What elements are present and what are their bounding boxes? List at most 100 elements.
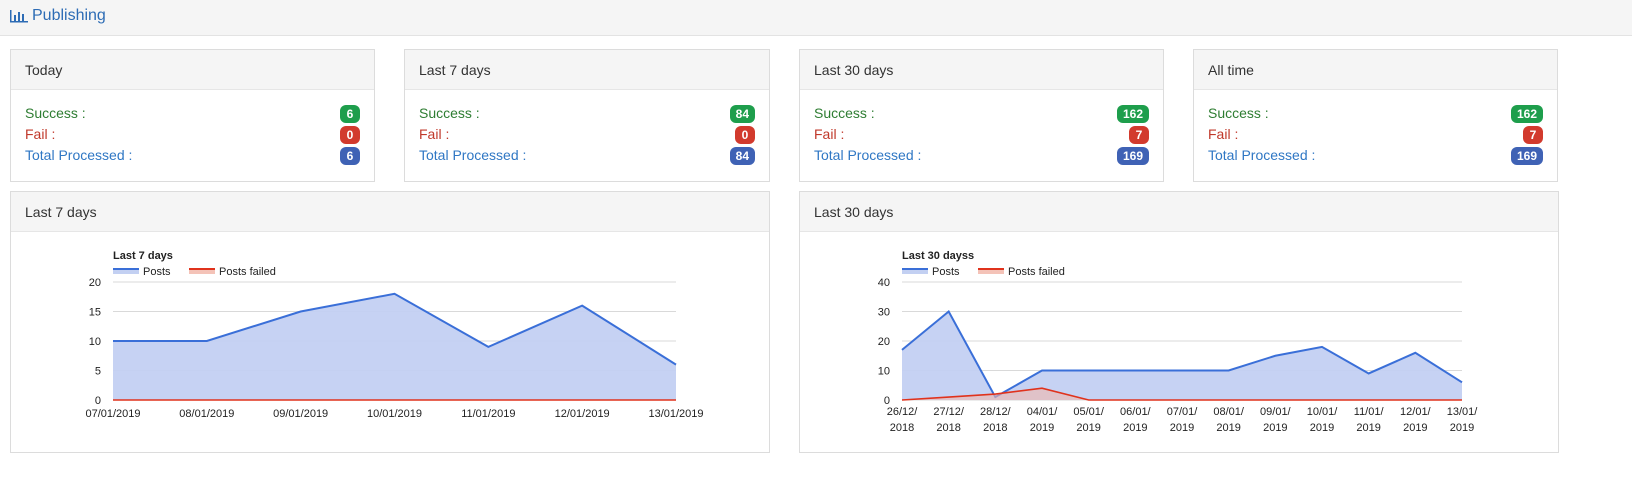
- legend-swatch-line: [902, 268, 928, 270]
- y-tick-label: 0: [95, 395, 101, 407]
- x-tick-label-year: 2019: [1403, 422, 1427, 434]
- fail-label: Fail :: [814, 126, 845, 142]
- chart-panel-last-7-days: Last 7 days Last 7 days Posts Posts failed…: [10, 191, 770, 453]
- x-tick-label-year: 2019: [1030, 422, 1054, 434]
- posts-area: [902, 311, 1462, 400]
- fail-badge: 0: [735, 126, 755, 144]
- total-label: Total Processed :: [814, 147, 922, 163]
- bar-chart-icon: [10, 10, 28, 23]
- fail-row: Fail : 7: [1208, 126, 1543, 144]
- posts-area: [113, 293, 676, 400]
- x-tick-label: 28/12/: [980, 406, 1012, 418]
- success-row: Success : 84: [419, 105, 755, 123]
- card-title: All time: [1194, 50, 1557, 90]
- y-tick-label: 20: [89, 277, 101, 289]
- page-title: Publishing: [32, 7, 106, 24]
- legend-swatch-line: [978, 268, 1004, 270]
- total-badge: 6: [340, 147, 360, 165]
- total-badge: 169: [1510, 147, 1543, 165]
- posts-chart-7-days: Last 7 days Posts Posts failed 0 5 10 15 20 07/0…: [85, 250, 703, 420]
- legend-swatch-line: [113, 268, 139, 270]
- y-tick-label: 0: [884, 395, 890, 407]
- total-row: Total Processed : 169: [1208, 147, 1543, 165]
- y-tick-label: 40: [878, 277, 890, 289]
- x-tick-label: 27/12/: [933, 406, 965, 418]
- total-row: Total Processed : 84: [419, 147, 755, 165]
- success-row: Success : 162: [1208, 105, 1543, 123]
- x-tick-label: 09/01/: [1260, 406, 1292, 418]
- stat-card-all-time: All time Success : 162 Fail : 7 Total Pr…: [1193, 49, 1558, 182]
- total-row: Total Processed : 169: [814, 147, 1149, 165]
- legend-label: Posts failed: [219, 266, 276, 278]
- success-badge: 84: [729, 105, 755, 123]
- total-label: Total Processed :: [1208, 147, 1316, 163]
- fail-label: Fail :: [1208, 126, 1239, 142]
- total-badge: 84: [729, 147, 755, 165]
- x-tick-label: 06/01/: [1120, 406, 1152, 418]
- y-tick-label: 10: [89, 336, 101, 348]
- x-tick-label: 10/01/2019: [367, 408, 422, 420]
- x-tick-label-year: 2019: [1263, 422, 1287, 434]
- fail-badge: 7: [1129, 126, 1149, 144]
- chart-title: Last 30 dayss: [902, 250, 974, 262]
- x-tick-label-year: 2018: [983, 422, 1007, 434]
- fail-row: Fail : 7: [814, 126, 1149, 144]
- x-tick-label: 04/01/: [1027, 406, 1059, 418]
- success-badge: 162: [1116, 105, 1149, 123]
- chart-panel-title: Last 7 days: [11, 192, 769, 232]
- posts-chart-30-days: Last 30 dayss Posts Posts failed 0 10 20 30 40 2…: [878, 250, 1479, 434]
- legend-swatch: [902, 269, 928, 274]
- chart-panel-last-30-days: Last 30 days Last 30 dayss Posts Posts fai…: [799, 191, 1559, 453]
- card-title: Last 7 days: [405, 50, 769, 90]
- y-tick-label: 5: [95, 366, 101, 378]
- x-tick-label-year: 2018: [936, 422, 960, 434]
- x-tick-label: 08/01/: [1213, 406, 1245, 418]
- x-tick-label: 08/01/2019: [179, 408, 234, 420]
- total-row: Total Processed : 6: [25, 147, 360, 165]
- x-tick-label-year: 2019: [1123, 422, 1147, 434]
- card-title: Today: [11, 50, 374, 90]
- top-bar: Publishing: [0, 0, 1632, 36]
- x-tick-label: 12/01/: [1400, 406, 1432, 418]
- y-tick-label: 30: [878, 307, 890, 319]
- x-tick-label-year: 2019: [1310, 422, 1334, 434]
- success-label: Success :: [814, 105, 875, 121]
- x-tick-label: 07/01/: [1167, 406, 1199, 418]
- x-tick-label-year: 2019: [1450, 422, 1474, 434]
- success-label: Success :: [25, 105, 86, 121]
- success-label: Success :: [1208, 105, 1269, 121]
- x-tick-label-year: 2019: [1216, 422, 1240, 434]
- legend-swatch-line: [189, 268, 215, 270]
- x-tick-label: 12/01/2019: [555, 408, 610, 420]
- success-badge: 6: [340, 105, 360, 123]
- x-tick-label-year: 2018: [890, 422, 914, 434]
- x-tick-label-year: 2019: [1170, 422, 1194, 434]
- x-tick-label-year: 2019: [1076, 422, 1100, 434]
- success-row: Success : 162: [814, 105, 1149, 123]
- fail-label: Fail :: [419, 126, 450, 142]
- success-row: Success : 6: [25, 105, 360, 123]
- card-title: Last 30 days: [800, 50, 1163, 90]
- x-tick-label-year: 2019: [1356, 422, 1380, 434]
- legend-swatch: [189, 269, 215, 274]
- failed-line: [901, 387, 1462, 401]
- y-tick-label: 10: [878, 366, 890, 378]
- fail-label: Fail :: [25, 126, 56, 142]
- legend-label: Posts failed: [1008, 266, 1065, 278]
- fail-badge: 0: [340, 126, 360, 144]
- legend-swatch: [113, 269, 139, 274]
- posts-line: [113, 292, 677, 366]
- y-tick-label: 20: [878, 336, 890, 348]
- chart-title: Last 7 days: [113, 250, 173, 262]
- x-tick-label: 10/01/: [1307, 406, 1339, 418]
- total-label: Total Processed :: [419, 147, 527, 163]
- fail-badge: 7: [1523, 126, 1543, 144]
- legend-label: Posts: [143, 266, 171, 278]
- x-tick-label: 05/01/: [1073, 406, 1105, 418]
- y-tick-label: 15: [89, 307, 101, 319]
- x-tick-label: 07/01/2019: [85, 408, 140, 420]
- fail-row: Fail : 0: [419, 126, 755, 144]
- success-badge: 162: [1510, 105, 1543, 123]
- x-tick-label: 09/01/2019: [273, 408, 328, 420]
- x-tick-label: 13/01/: [1447, 406, 1479, 418]
